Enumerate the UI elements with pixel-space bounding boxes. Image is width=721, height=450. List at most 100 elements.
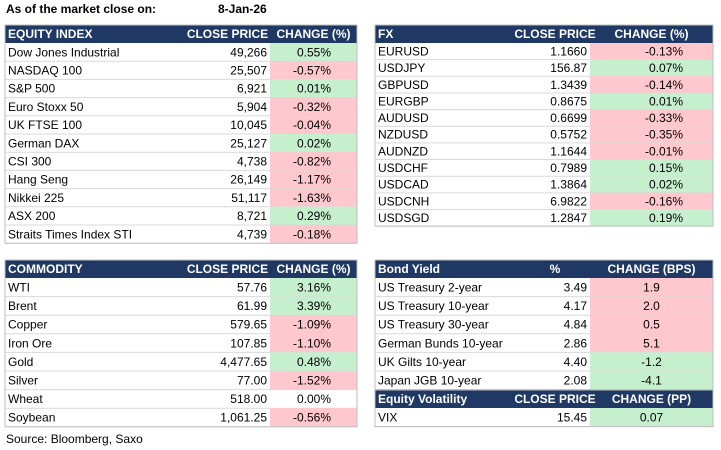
- row-label: NASDAQ 100: [8, 63, 82, 77]
- column-header: %: [550, 262, 561, 276]
- close-value: 51,117: [231, 191, 267, 205]
- change-value: -1.10%: [293, 336, 331, 350]
- column-header: CHANGE (%): [615, 27, 689, 41]
- change-cell: [590, 76, 713, 93]
- header-row: [375, 390, 713, 408]
- close-value: 6.9822: [550, 194, 587, 208]
- column-header: CHANGE (%): [277, 262, 351, 276]
- row-label: Japan JGB 10-year: [378, 373, 481, 387]
- column-header: CHANGE (BPS): [607, 262, 695, 276]
- change-value: -0.33%: [645, 111, 683, 125]
- change-value: -0.16%: [645, 194, 683, 208]
- table-border: [374, 389, 714, 428]
- change-value: 0.07%: [649, 61, 683, 75]
- table-border: [4, 24, 358, 244]
- change-value: -0.57%: [293, 63, 331, 77]
- close-value: 49,266: [230, 45, 267, 59]
- change-cell: [590, 43, 713, 60]
- header-row: [5, 260, 357, 278]
- close-value: 0.6699: [550, 111, 587, 125]
- row-label: AUDNZD: [378, 144, 428, 158]
- change-value: 0.55%: [297, 45, 331, 59]
- change-value: -1.17%: [293, 173, 331, 187]
- change-cell: [270, 152, 357, 171]
- close-value: 4,739: [237, 227, 267, 241]
- close-value: 1.1660: [550, 44, 587, 58]
- change-value: 0.07: [640, 410, 664, 424]
- change-value: -1.63%: [293, 191, 331, 205]
- row-label: GBPUSD: [378, 78, 429, 92]
- change-cell: [270, 278, 357, 297]
- close-value: 77.00: [237, 373, 267, 387]
- row-label: Brent: [8, 299, 37, 313]
- row-label: EURGBP: [378, 94, 429, 108]
- close-value: 5,904: [237, 100, 267, 114]
- row-label: AUDUSD: [378, 111, 429, 125]
- change-cell: [590, 296, 713, 316]
- row-label: US Treasury 2-year: [378, 280, 482, 294]
- close-value: 4.84: [564, 318, 588, 332]
- close-value: 1.3864: [550, 178, 587, 192]
- change-value: -0.56%: [293, 411, 331, 425]
- header-row: [375, 25, 713, 43]
- change-cell: [590, 192, 713, 210]
- table-border: [4, 259, 358, 428]
- close-value: 4,477.65: [220, 355, 267, 369]
- change-value: -0.01%: [645, 144, 683, 158]
- as-of-date: 8-Jan-26: [218, 2, 267, 16]
- change-value: 0.5: [643, 318, 660, 332]
- change-value: -1.2: [641, 355, 662, 369]
- row-label: US Treasury 30-year: [378, 318, 489, 332]
- close-value: 6,921: [237, 82, 267, 96]
- change-value: 3.39%: [297, 299, 331, 313]
- change-cell: [590, 126, 713, 143]
- change-value: 3.16%: [297, 280, 331, 294]
- change-cell: [270, 296, 357, 316]
- close-value: 2.08: [564, 373, 588, 387]
- close-value: 57.76: [237, 280, 267, 294]
- close-value: 0.8675: [550, 94, 587, 108]
- source-note: Source: Bloomberg, Saxo: [6, 432, 143, 446]
- change-value: 5.1: [643, 336, 660, 350]
- change-cell: [270, 170, 357, 189]
- close-value: 3.49: [564, 280, 588, 294]
- close-value: 0.7989: [550, 161, 587, 175]
- row-label: Iron Ore: [8, 336, 52, 350]
- row-label: ASX 200: [8, 209, 56, 223]
- row-label: Copper: [8, 318, 47, 332]
- change-value: -0.04%: [293, 118, 331, 132]
- change-value: 0.02%: [649, 178, 683, 192]
- row-label: USDSGD: [378, 211, 430, 225]
- close-value: 25,127: [230, 136, 267, 150]
- row-label: Hang Seng: [8, 173, 68, 187]
- column-header: FX: [378, 27, 393, 41]
- change-cell: [590, 109, 713, 127]
- row-label: Dow Jones Industrial: [8, 45, 119, 59]
- close-value: 10,045: [230, 118, 267, 132]
- row-label: USDJPY: [378, 61, 425, 75]
- change-cell: [270, 333, 357, 353]
- change-cell: [590, 352, 713, 371]
- change-cell: [590, 142, 713, 160]
- close-value: 4,738: [237, 154, 267, 168]
- close-value: 25,507: [230, 63, 267, 77]
- change-cell: [590, 159, 713, 177]
- row-label: Nikkei 225: [8, 191, 64, 205]
- row-label: VIX: [378, 410, 397, 424]
- change-value: -1.52%: [293, 373, 331, 387]
- close-value: 4.17: [564, 299, 588, 313]
- change-cell: [590, 59, 713, 77]
- row-label: Soybean: [8, 411, 55, 425]
- change-value: -4.1: [641, 373, 662, 387]
- change-cell: [270, 43, 357, 62]
- change-value: 2.0: [643, 299, 660, 313]
- row-label: Wheat: [8, 392, 43, 406]
- change-cell: [270, 315, 357, 334]
- change-cell: [270, 352, 357, 371]
- row-label: Gold: [8, 355, 33, 369]
- row-label: German Bunds 10-year: [378, 336, 503, 350]
- change-value: 0.19%: [649, 211, 683, 225]
- change-value: 0.02%: [297, 136, 331, 150]
- change-value: 0.01%: [297, 82, 331, 96]
- close-value: 4.40: [564, 355, 588, 369]
